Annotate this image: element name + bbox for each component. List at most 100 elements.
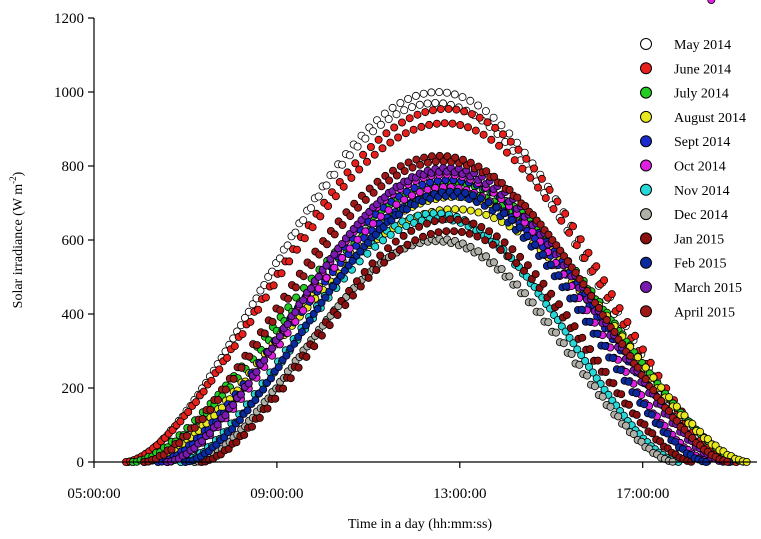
data-point xyxy=(237,363,246,372)
data-point xyxy=(254,305,263,314)
data-point xyxy=(246,317,255,326)
data-point xyxy=(584,248,593,257)
data-point xyxy=(215,365,224,374)
legend-marker xyxy=(640,86,652,99)
data-point xyxy=(422,219,431,228)
data-point xyxy=(282,351,291,360)
data-point xyxy=(556,246,565,255)
data-point xyxy=(369,127,378,136)
data-point xyxy=(353,142,362,151)
data-point xyxy=(624,377,633,386)
data-point xyxy=(314,272,323,281)
data-point xyxy=(554,271,563,280)
data-point xyxy=(386,230,395,239)
data-point xyxy=(580,253,589,262)
data-point xyxy=(528,298,537,307)
data-point xyxy=(392,200,401,209)
data-point xyxy=(402,221,411,230)
data-point xyxy=(572,241,581,250)
data-point xyxy=(184,407,193,416)
data-point xyxy=(513,280,522,289)
data-point xyxy=(438,215,447,224)
data-point xyxy=(474,101,483,110)
data-point xyxy=(396,99,405,108)
x-ticks: 05:00:00 09:00:00 13:00:00 17:00:00 xyxy=(67,462,669,502)
data-point xyxy=(322,240,331,249)
x-tick-label: 09:00:00 xyxy=(250,486,303,502)
data-point xyxy=(261,293,270,302)
data-point xyxy=(485,227,494,236)
data-point xyxy=(443,152,452,161)
data-point xyxy=(407,226,416,235)
data-point xyxy=(625,400,634,409)
data-point xyxy=(544,318,553,327)
data-point xyxy=(590,382,599,391)
data-point xyxy=(361,195,370,204)
data-point xyxy=(586,345,595,354)
data-point xyxy=(560,252,569,261)
data-point xyxy=(292,245,301,254)
data-point xyxy=(545,185,554,194)
data-point xyxy=(330,263,339,272)
data-point xyxy=(387,251,396,260)
data-point xyxy=(338,160,347,169)
data-point xyxy=(376,251,385,260)
data-point xyxy=(348,256,357,265)
series-april-2015 xyxy=(140,151,732,466)
data-point xyxy=(376,120,385,129)
data-point xyxy=(345,244,354,253)
data-point xyxy=(255,413,264,422)
data-point xyxy=(456,121,465,130)
data-point xyxy=(631,331,640,340)
data-point xyxy=(467,110,476,119)
y-axis-title: Solar irradiance (W m-2) xyxy=(8,171,26,308)
data-point xyxy=(657,383,666,392)
legend-label: Oct 2014 xyxy=(674,160,726,175)
data-point xyxy=(362,157,371,166)
data-point xyxy=(641,375,650,384)
data-point xyxy=(283,241,292,250)
data-point xyxy=(489,113,498,122)
data-point xyxy=(442,88,451,97)
data-point xyxy=(576,235,585,244)
data-point xyxy=(263,404,272,413)
data-point xyxy=(339,182,348,191)
data-point xyxy=(252,341,261,350)
data-point xyxy=(338,253,347,262)
data-point xyxy=(405,114,414,123)
data-point xyxy=(426,178,435,187)
data-point xyxy=(400,106,409,115)
data-point xyxy=(541,194,550,203)
data-point xyxy=(356,282,365,291)
y-ticks: 0 200 400 600 800 1000 1200 xyxy=(54,11,94,471)
data-point xyxy=(395,245,404,254)
data-point xyxy=(469,191,478,200)
data-point xyxy=(400,167,409,176)
data-point xyxy=(502,148,511,157)
data-point xyxy=(526,173,535,182)
data-point xyxy=(617,390,626,399)
data-point xyxy=(247,422,256,431)
data-point xyxy=(492,232,501,241)
data-point xyxy=(641,363,650,372)
data-point xyxy=(577,351,586,360)
data-point xyxy=(453,215,462,224)
data-point xyxy=(306,204,315,213)
data-point xyxy=(547,289,556,298)
data-point xyxy=(457,227,466,236)
legend-marker xyxy=(640,305,652,318)
data-point xyxy=(343,168,352,177)
data-point xyxy=(434,228,443,237)
data-point xyxy=(371,242,380,251)
data-point xyxy=(310,342,319,351)
data-point xyxy=(355,165,364,174)
data-point xyxy=(388,103,397,112)
data-point xyxy=(404,95,413,104)
legend-label: March 2015 xyxy=(674,281,742,296)
data-point xyxy=(671,437,680,446)
legend-marker xyxy=(640,135,652,148)
data-point xyxy=(495,141,504,150)
data-point xyxy=(430,217,439,226)
data-point xyxy=(602,315,611,324)
